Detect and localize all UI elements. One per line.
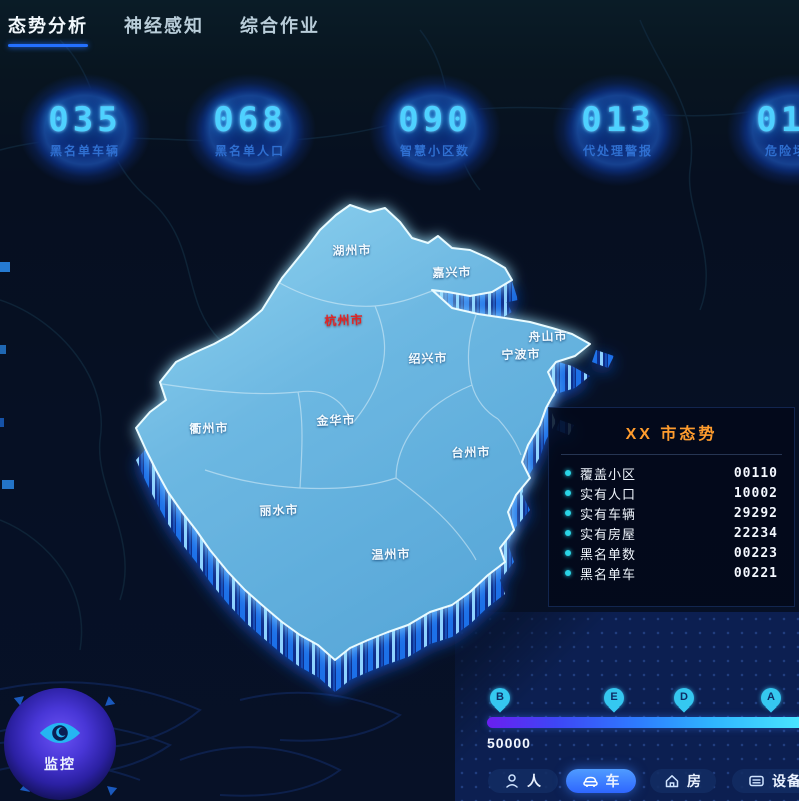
- toggle-device-button[interactable]: 设备: [732, 769, 799, 793]
- map-city-label-wenzhou[interactable]: 温州市: [371, 546, 411, 563]
- map-city-label-zhoushan[interactable]: 舟山市: [528, 328, 568, 345]
- slider-marker-e[interactable]: E: [604, 688, 624, 713]
- bullet-dot-icon: [565, 570, 571, 576]
- monitor-orb: [4, 688, 116, 800]
- map-city-label-shaoxing[interactable]: 绍兴市: [408, 350, 448, 367]
- marker-bubble: [761, 688, 781, 708]
- tab-neural-perception[interactable]: 神经感知: [124, 16, 204, 36]
- marker-bubble: [674, 688, 694, 708]
- map-city-label-taizhou[interactable]: 台州市: [451, 444, 491, 461]
- panel-row-label: 黑名单数: [580, 546, 637, 562]
- top-nav: 态势分析 神经感知 综合作业: [8, 12, 320, 47]
- toggle-house-button[interactable]: 房: [650, 769, 716, 793]
- map-city-boundaries: [161, 281, 522, 561]
- marker-letter: E: [610, 691, 618, 703]
- bullet-dot-icon: [565, 550, 571, 556]
- marker-bubble: [604, 688, 624, 708]
- stat-value: 013: [581, 100, 655, 140]
- marker-bubble: [490, 688, 510, 708]
- panel-row-actual-houses: 实有房屋 22234: [565, 523, 778, 543]
- tab-comprehensive-operations[interactable]: 综合作业: [240, 16, 320, 36]
- marker-letter: D: [680, 691, 688, 703]
- stat-value: 090: [398, 100, 472, 140]
- panel-row-value: 29292: [733, 505, 778, 521]
- monitor-button[interactable]: 监控: [4, 688, 116, 800]
- panel-row-label: 实有房屋: [580, 526, 637, 542]
- panel-row-value: 00110: [733, 465, 778, 481]
- stat-label: 黑名单车辆: [49, 144, 120, 158]
- stat-label: 智慧小区数: [399, 144, 470, 158]
- slider-marker-a[interactable]: A: [761, 688, 781, 713]
- map-city-label-ningbo[interactable]: 宁波市: [501, 346, 541, 363]
- map-city-label-jiaxing[interactable]: 嘉兴市: [432, 264, 472, 281]
- city-situation-panel: XX 市态势 覆盖小区 00110 实有人口 10002 实有车辆 29292 …: [548, 407, 795, 607]
- toggle-label: 人: [527, 773, 542, 789]
- slider-marker-d[interactable]: D: [674, 688, 694, 713]
- device-icon: [749, 775, 764, 787]
- marker-letter: A: [767, 691, 775, 703]
- panel-row-label: 实有人口: [580, 486, 637, 502]
- bullet-dot-icon: [565, 530, 571, 536]
- panel-row-value: 00223: [733, 545, 778, 561]
- map-city-label-hangzhou[interactable]: 杭州市: [324, 312, 364, 329]
- slider-value: 50000: [487, 735, 531, 751]
- panel-divider: [561, 454, 782, 455]
- toggle-vehicle-button[interactable]: 车: [566, 769, 636, 793]
- toggle-label: 车: [605, 773, 621, 789]
- stat-blacklist-population: 068 黑名单人口: [165, 64, 335, 198]
- panel-row-actual-vehicles: 实有车辆 29292: [565, 503, 778, 523]
- eye-icon: [39, 722, 81, 744]
- house-icon: [665, 775, 679, 788]
- panel-row-blacklist-vehicles: 黑名单车 00221: [565, 563, 778, 583]
- left-edge-glow-fragments: [0, 262, 14, 489]
- stat-bubble: [360, 66, 510, 194]
- toggle-person-button[interactable]: 人: [488, 769, 558, 793]
- panel-row-value: 10002: [733, 485, 778, 501]
- car-icon: [582, 776, 598, 787]
- bullet-dot-icon: [565, 490, 571, 496]
- monitor-label: 监控: [44, 756, 76, 772]
- stat-bubble: [10, 66, 160, 194]
- panel-row-label: 实有车辆: [580, 506, 637, 522]
- person-icon: [506, 774, 518, 788]
- toggle-label: 设备: [772, 773, 799, 789]
- stat-dangerous-places: 019 危险场所: [708, 64, 799, 198]
- stat-value: 019: [756, 100, 799, 140]
- stat-bubble: [175, 66, 325, 194]
- marker-letter: B: [496, 691, 504, 703]
- map-city-label-lishui[interactable]: 丽水市: [259, 502, 299, 519]
- stat-label: 代处理警报: [582, 144, 653, 158]
- panel-row-value: 22234: [733, 525, 778, 541]
- panel-row-value: 00221: [733, 565, 778, 581]
- panel-row-label: 覆盖小区: [580, 466, 637, 482]
- panel-row-actual-population: 实有人口 10002: [565, 483, 778, 503]
- slider-marker-b[interactable]: B: [490, 688, 510, 713]
- panel-row-label: 黑名单车: [580, 566, 637, 582]
- map-surface: [135, 204, 591, 661]
- toggle-label: 房: [687, 773, 702, 789]
- stat-value: 068: [213, 100, 287, 140]
- stat-bubble: [543, 66, 693, 194]
- stat-label: 危险场所: [764, 144, 799, 158]
- map-city-label-huzhou[interactable]: 湖州市: [332, 242, 372, 259]
- bullet-dot-icon: [565, 510, 571, 516]
- map-city-label-jinhua[interactable]: 金华市: [316, 412, 356, 429]
- gradient-slider-track[interactable]: [487, 717, 799, 728]
- stat-label: 黑名单人口: [214, 144, 285, 158]
- panel-title: XX 市态势: [625, 426, 718, 443]
- stat-pending-alarms: 013 代处理警报: [533, 64, 703, 198]
- stat-smart-communities: 090 智慧小区数: [350, 64, 520, 198]
- panel-row-blacklist-count: 黑名单数 00223: [565, 543, 778, 563]
- stat-value: 035: [48, 100, 122, 140]
- map-city-label-quzhou[interactable]: 衢州市: [189, 420, 229, 437]
- bullet-dot-icon: [565, 470, 571, 476]
- stat-blacklist-vehicles: 035 黑名单车辆: [0, 64, 170, 198]
- tab-situation-analysis[interactable]: 态势分析: [8, 12, 88, 47]
- panel-row-covered-communities: 覆盖小区 00110: [565, 463, 778, 483]
